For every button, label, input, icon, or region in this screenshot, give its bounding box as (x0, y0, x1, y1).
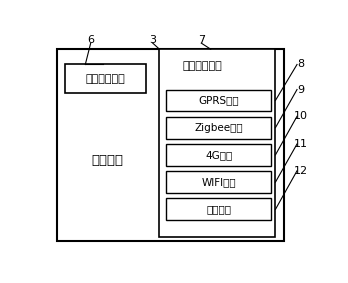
Text: 无线通信模块: 无线通信模块 (182, 61, 222, 70)
Text: 7: 7 (198, 35, 205, 46)
Bar (166, 171, 271, 193)
Bar (57, 49, 284, 241)
Text: WIFI模块: WIFI模块 (201, 177, 236, 187)
Bar (166, 198, 271, 220)
Text: 4G模块: 4G模块 (205, 150, 232, 160)
Text: 9: 9 (298, 85, 304, 95)
Text: 11: 11 (294, 139, 308, 149)
Bar (166, 117, 271, 139)
Text: 10: 10 (294, 111, 308, 121)
Bar (159, 49, 276, 237)
Text: Zigbee模块: Zigbee模块 (195, 123, 243, 133)
Text: 12: 12 (294, 166, 308, 176)
Bar (65, 65, 146, 93)
Bar (166, 89, 271, 111)
Text: 蓝牙模块: 蓝牙模块 (206, 204, 231, 215)
Bar (166, 144, 271, 166)
Text: 6: 6 (87, 35, 94, 46)
Text: 3: 3 (149, 35, 156, 46)
Text: GPRS模块: GPRS模块 (198, 95, 239, 106)
Text: 8: 8 (298, 59, 304, 69)
Text: 有线通信模块: 有线通信模块 (86, 74, 125, 84)
Text: 通信模块: 通信模块 (91, 154, 123, 167)
